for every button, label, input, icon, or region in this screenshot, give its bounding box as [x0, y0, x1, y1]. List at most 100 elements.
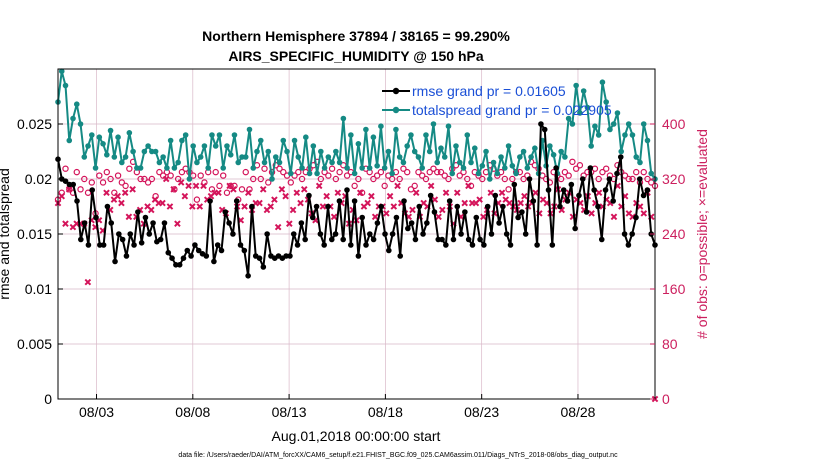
totalspread-point: [618, 148, 625, 155]
obs-possible-point: [276, 165, 283, 172]
rmse-point: [439, 236, 445, 243]
rmse-point: [515, 214, 521, 221]
obs-evaluated-point: [461, 199, 469, 207]
obs-evaluated-point: [271, 196, 278, 203]
totalspread-point: [423, 132, 429, 138]
obs-evaluated-point: [427, 182, 435, 190]
totalspread-point: [272, 154, 279, 160]
rmse-point: [576, 192, 582, 199]
totalspread-point: [396, 154, 403, 160]
totalspread-point: [573, 82, 579, 89]
totalspread-point: [156, 159, 163, 166]
totalspread-point: [66, 137, 73, 144]
rmse-point: [583, 209, 590, 215]
obs-possible-point: [351, 182, 358, 190]
rmse-point: [355, 253, 362, 259]
totalspread-point: [201, 143, 208, 149]
totalspread-point: [276, 159, 283, 166]
obs-possible-point: [426, 168, 433, 176]
obs-possible-point: [148, 175, 156, 183]
obs-evaluated-point: [215, 189, 222, 197]
totalspread-point: [449, 170, 456, 177]
totalspread-point: [314, 170, 320, 177]
totalspread-point: [513, 170, 519, 177]
totalspread-point: [471, 145, 478, 151]
obs-possible-point: [388, 175, 396, 183]
obs-possible-point: [280, 168, 287, 176]
obs-possible-point: [377, 168, 385, 176]
legend-rmse-marker: [392, 87, 400, 95]
rmse-point: [465, 236, 472, 243]
obs-possible-point: [355, 175, 362, 183]
rmse-point: [473, 214, 480, 221]
obs-possible-point: [298, 175, 306, 183]
obs-possible-point: [633, 168, 640, 176]
totalspread-point: [96, 134, 103, 140]
y-tick-label: 0.015: [17, 226, 52, 242]
totalspread-point: [426, 148, 433, 155]
totalspread-point: [393, 126, 399, 133]
rmse-point: [534, 242, 540, 248]
totalspread-point: [344, 165, 350, 171]
obs-possible-point: [370, 175, 377, 183]
totalspread-point: [336, 159, 343, 166]
rmse-point: [203, 253, 210, 259]
obs-evaluated-point: [498, 189, 506, 197]
rmse-point: [260, 264, 267, 270]
obs-possible-point: [520, 175, 527, 183]
obs-possible-point: [178, 168, 186, 176]
obs-possible-point: [565, 172, 572, 179]
rmse-point: [492, 192, 499, 199]
obs-possible-point: [174, 175, 182, 183]
obs-evaluated-point: [412, 189, 420, 197]
rmse-point: [119, 236, 126, 243]
obs-evaluated-point: [114, 192, 122, 200]
obs-evaluated-point: [315, 182, 323, 190]
obs-evaluated-point: [330, 213, 338, 221]
obs-evaluated-point: [390, 203, 398, 210]
totalspread-point: [629, 132, 636, 138]
x-tick-label: 08/08: [175, 404, 210, 420]
obs-possible-point: [479, 175, 486, 183]
totalspread-point: [385, 148, 392, 155]
rmse-point: [62, 178, 69, 184]
obs-evaluated-point: [383, 210, 390, 217]
rmse-point: [93, 214, 99, 221]
totalspread-point: [486, 176, 493, 182]
rmse-point: [557, 203, 563, 210]
totalspread-point: [310, 143, 317, 149]
legend-totalspread-label: totalspread grand pr = 0.022905: [412, 102, 612, 118]
x-tick-label: 08/23: [464, 404, 499, 420]
obs-possible-point: [223, 189, 231, 196]
rmse-point: [488, 231, 495, 237]
obs-evaluated-point: [84, 278, 92, 286]
rmse-point: [195, 247, 202, 254]
totalspread-point: [287, 170, 294, 177]
rmse-point: [443, 242, 449, 248]
obs-evaluated-point: [487, 189, 495, 197]
y-tick-label: 0.005: [17, 336, 52, 352]
rmse-point: [192, 242, 198, 248]
totalspread-point: [592, 123, 598, 129]
totalspread-point: [415, 154, 422, 160]
rmse-point: [222, 209, 229, 215]
totalspread-point: [197, 154, 204, 160]
x-tick-label: 08/03: [79, 404, 114, 420]
rmse-point: [644, 187, 651, 193]
obs-possible-point: [137, 175, 144, 183]
totalspread-point: [194, 159, 200, 166]
y-tick-label: 0.01: [25, 281, 52, 297]
obs-possible-point: [257, 175, 264, 183]
rmse-point: [625, 242, 632, 248]
rmse-point: [108, 220, 115, 226]
obs-evaluated-point: [334, 189, 342, 197]
rmse-point: [85, 242, 92, 248]
totalspread-point: [490, 159, 497, 166]
obs-evaluated-point: [200, 182, 207, 190]
rmse-point: [640, 192, 647, 199]
obs-possible-point: [430, 165, 437, 172]
totalspread-point: [340, 115, 347, 122]
totalspread-point: [509, 163, 516, 169]
obs-possible-point: [265, 179, 272, 186]
rmse-point: [188, 253, 194, 259]
